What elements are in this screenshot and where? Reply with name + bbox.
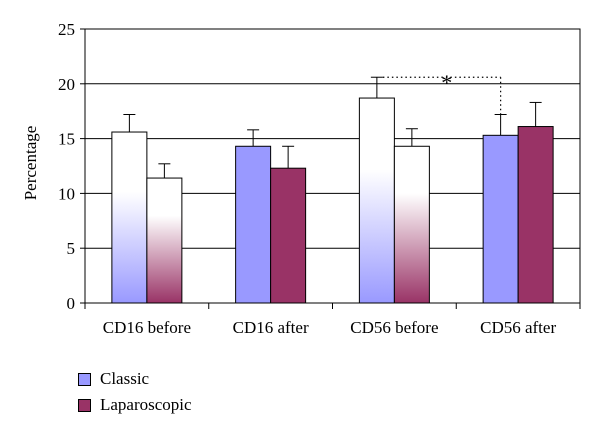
legend-item-laparoscopic: Laparoscopic [78, 392, 192, 418]
y-tick-label: 5 [67, 239, 76, 258]
bar-laparoscopic-1 [270, 167, 307, 304]
x-tick-label: CD56 before [350, 318, 438, 337]
bar-laparoscopic-0 [146, 177, 183, 304]
legend-swatch-classic [78, 372, 91, 386]
bar-laparoscopic-2 [393, 145, 430, 304]
legend-label-classic: Classic [100, 369, 150, 388]
x-tick-label: CD16 before [103, 318, 191, 337]
y-tick-label: 15 [58, 130, 75, 149]
bar-laparoscopic-3 [517, 126, 554, 304]
y-tick-label: 20 [58, 75, 75, 94]
significance-asterisk: * [441, 70, 452, 95]
bar-classic-2 [358, 97, 395, 304]
legend: Classic Laparoscopic [78, 366, 192, 418]
y-axis-title: Percentage [21, 126, 40, 201]
legend-swatch-laparoscopic [78, 398, 91, 412]
bar-classic-0 [111, 131, 148, 304]
x-tick-label: CD16 after [233, 318, 309, 337]
legend-label-laparoscopic: Laparoscopic [100, 395, 192, 414]
bar-classic-3 [482, 134, 519, 304]
y-tick-label: 0 [67, 294, 76, 313]
y-tick-label: 10 [58, 184, 75, 203]
y-tick-label: 25 [58, 20, 75, 39]
x-tick-label: CD56 after [480, 318, 556, 337]
legend-item-classic: Classic [78, 366, 192, 392]
bar-classic-1 [235, 145, 272, 304]
